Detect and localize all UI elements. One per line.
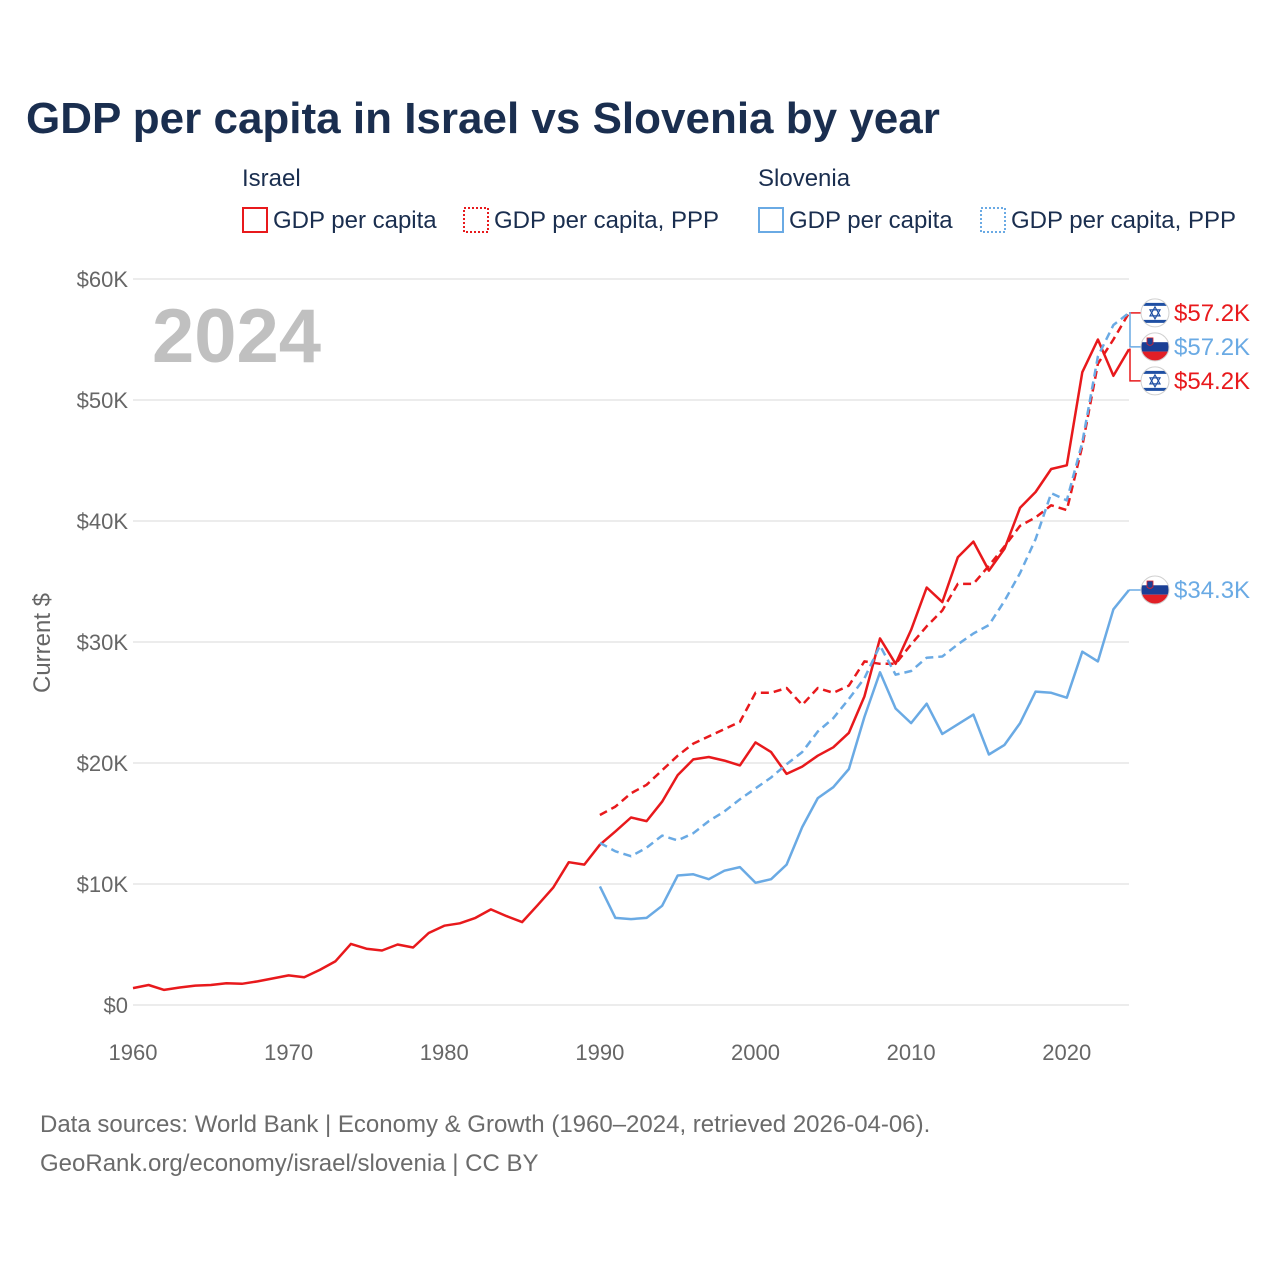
x-axis-ticks: 1960 1970 1980 1990 2000 2010 2020 <box>109 1040 1092 1065</box>
source-line-2: GeoRank.org/economy/israel/slovenia | CC… <box>40 1150 538 1177</box>
series-lines <box>132 311 1131 992</box>
legend: Israel GDP per capita GDP per capita, PP… <box>242 165 1236 234</box>
series-line-slovenia-gdp-per-capita-ppp <box>599 311 1130 858</box>
legend-swatch-slovenia-gdp <box>758 207 784 233</box>
source-line-1: Data sources: World Bank | Economy & Gro… <box>40 1111 930 1138</box>
legend-group-israel: Israel <box>242 165 301 192</box>
y-tick-label: $50K <box>77 388 129 413</box>
y-tick-label: $30K <box>77 630 129 655</box>
y-tick-label: $60K <box>77 267 129 292</box>
legend-swatch-israel-ppp <box>463 207 489 233</box>
legend-label-israel-gdp: GDP per capita <box>273 207 437 234</box>
grid <box>133 278 1129 1006</box>
x-tick-label: 1990 <box>575 1040 624 1065</box>
legend-swatch-slovenia-ppp <box>980 207 1006 233</box>
x-tick-label: 2000 <box>731 1040 780 1065</box>
y-tick-label: $40K <box>77 509 129 534</box>
legend-swatch-israel-gdp <box>242 207 268 233</box>
slovenia-flag-icon <box>1140 332 1170 362</box>
x-tick-label: 2020 <box>1042 1040 1091 1065</box>
x-tick-label: 1970 <box>264 1040 313 1065</box>
slovenia-flag-icon <box>1140 575 1170 605</box>
chart-title: GDP per capita in Israel vs Slovenia by … <box>26 94 940 143</box>
x-tick-label: 2010 <box>887 1040 936 1065</box>
y-tick-label: $0 <box>104 993 128 1018</box>
legend-label-slovenia-gdp: GDP per capita <box>789 207 953 234</box>
y-axis-label: Current $ <box>29 593 56 693</box>
x-tick-label: 1980 <box>420 1040 469 1065</box>
end-connector <box>1129 348 1141 382</box>
end-value-label: $54.2K <box>1174 368 1250 395</box>
x-tick-label: 1960 <box>109 1040 158 1065</box>
series-line-slovenia-gdp-per-capita <box>598 589 1130 921</box>
end-value-label: $57.2K <box>1174 300 1250 327</box>
year-label: 2024 <box>152 294 321 379</box>
end-markers: $57.2K $57.2K $54.2K $34.3K <box>1129 298 1250 605</box>
series-line-israel-gdp-per-capita-ppp <box>599 312 1131 817</box>
israel-flag-icon <box>1140 298 1170 328</box>
y-axis-ticks: $0 $10K $20K $30K $40K $50K $60K <box>77 267 129 1018</box>
end-connector <box>1129 312 1141 348</box>
end-value-label: $34.3K <box>1174 577 1250 604</box>
israel-flag-icon <box>1140 366 1170 396</box>
series-line-israel-gdp-per-capita <box>132 338 1131 992</box>
end-value-label: $57.2K <box>1174 334 1250 361</box>
legend-label-slovenia-ppp: GDP per capita, PPP <box>1011 207 1236 234</box>
y-tick-label: $10K <box>77 872 129 897</box>
y-tick-label: $20K <box>77 751 129 776</box>
legend-label-israel-ppp: GDP per capita, PPP <box>494 207 719 234</box>
legend-group-slovenia: Slovenia <box>758 165 851 192</box>
